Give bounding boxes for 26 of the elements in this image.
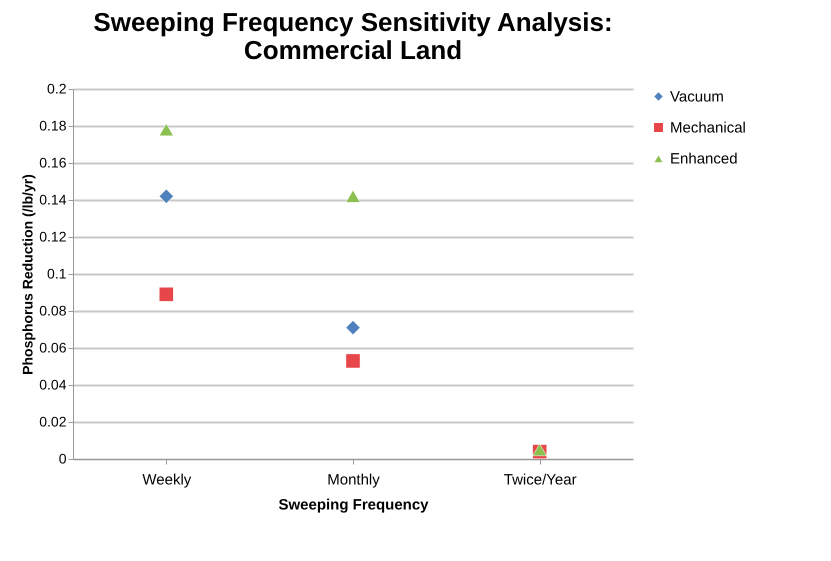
- y-tick-label: 0.12: [39, 228, 67, 244]
- point: [159, 188, 174, 204]
- y-tick-label: 0.06: [39, 340, 67, 356]
- legend-label: Enhanced: [670, 150, 738, 168]
- y-tick-label: 0.18: [39, 118, 67, 134]
- x-tick-label: Twice/Year: [504, 472, 577, 488]
- x-tick-label: Monthly: [327, 472, 380, 488]
- y-tick-label: 0.04: [39, 376, 67, 392]
- point: [346, 190, 360, 203]
- y-tick-label: 0.08: [39, 302, 67, 318]
- legend-label: Mechanical: [670, 120, 746, 136]
- y-tick-label: 0: [58, 450, 67, 466]
- point: [159, 287, 174, 302]
- point: [346, 320, 360, 335]
- legend-label: Vacuum: [670, 88, 724, 106]
- y-tick-label: 0.1: [47, 266, 67, 282]
- chart-title: Sweeping Frequency Sensitivity Analysis: Commercial Land: [93, 7, 613, 65]
- y-axis-title: Phosphorus Reduction (/lb/yr): [19, 174, 36, 375]
- point: [346, 354, 360, 368]
- y-tick-label: 0.2: [47, 80, 67, 96]
- y-tick-label: 0.14: [39, 192, 67, 208]
- x-axis-title: Sweeping Frequency: [278, 496, 430, 514]
- y-tick-label: 0.16: [39, 154, 67, 170]
- x-tick-label: Weekly: [142, 472, 192, 488]
- y-tick-label: 0.02: [39, 414, 67, 430]
- point: [159, 123, 174, 136]
